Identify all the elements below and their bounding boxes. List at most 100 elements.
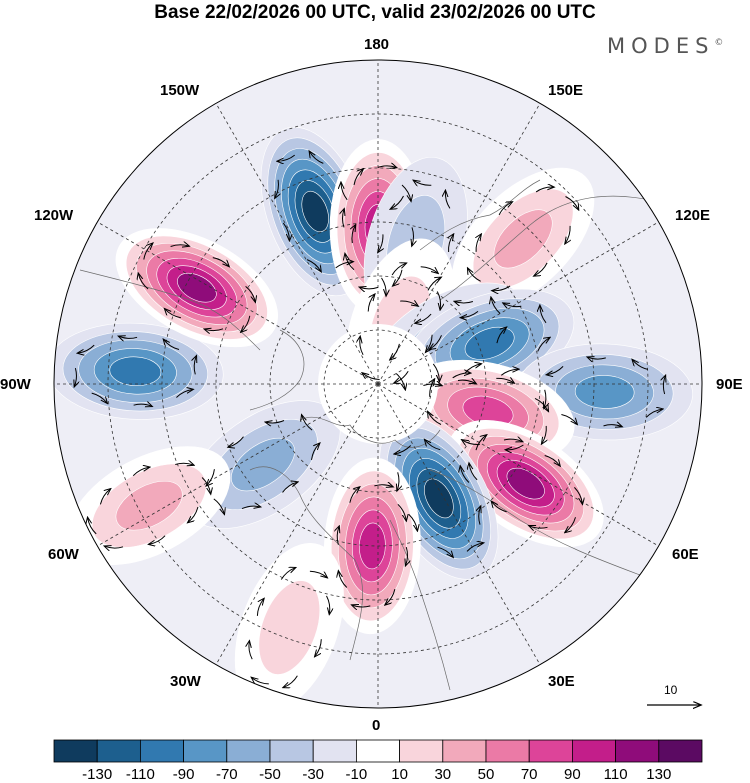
wind-arrow (194, 356, 196, 375)
wind-arrow (367, 295, 374, 312)
wind-arrow (391, 263, 406, 276)
wind-arrow (164, 340, 180, 350)
colorbar-tick-label: 110 (603, 766, 628, 783)
anomaly-contour (506, 467, 545, 500)
wind-arrow (133, 404, 152, 406)
colorbar-swatch (312, 739, 357, 763)
wind-arrow (547, 366, 564, 374)
wind-arrow (452, 373, 470, 379)
wind-arrow (252, 678, 269, 685)
wind-arrow (492, 502, 507, 513)
colorbar-tick-label: -50 (259, 766, 281, 783)
wind-arrow (565, 517, 576, 532)
colorbar-swatch (615, 739, 660, 763)
wind-arrow (466, 543, 483, 552)
wind-arrow (395, 373, 405, 390)
anomaly-field (54, 126, 693, 708)
wind-arrow (282, 222, 289, 240)
wind-arrow (377, 166, 396, 168)
wind-arrow (408, 514, 418, 530)
wind-arrow (493, 285, 511, 291)
wind-arrow (542, 425, 546, 444)
wind-arrow (175, 463, 193, 465)
wind-arrow (430, 335, 442, 349)
wind-arrow (201, 477, 211, 494)
anomaly-contour (115, 480, 183, 531)
west-pacific-high (451, 167, 595, 311)
colorbar-swatch (53, 739, 98, 763)
wind-arrow (468, 269, 481, 282)
wind-arrow (496, 378, 513, 382)
wind-arrow (302, 415, 313, 431)
wind-arrow (386, 588, 396, 604)
wind-arrow (315, 639, 322, 656)
wind-arrow (335, 262, 353, 269)
wind-arrow (561, 414, 576, 424)
wind-arrow (565, 196, 579, 210)
anomaly-contour (424, 478, 454, 519)
lon-label-90e: 90E (716, 376, 743, 393)
wind-arrow (170, 245, 189, 247)
atlantic-south-high (234, 542, 344, 708)
colorbar-swatch (269, 739, 314, 763)
wind-arrow (663, 376, 665, 395)
wind-arrow (99, 489, 110, 505)
wind-arrow (363, 373, 380, 380)
wind-arrow (436, 291, 440, 310)
colorbar-tick-label: -90 (172, 766, 195, 783)
wind-arrow (360, 287, 379, 289)
meridian-line (97, 221, 379, 385)
wind-arrow (245, 286, 256, 301)
map-boundary (53, 59, 703, 709)
wind-arrow (395, 370, 409, 383)
wind-arrow (339, 572, 348, 588)
lon-label-30w: 30W (170, 673, 201, 690)
wind-arrow (461, 311, 479, 317)
modes-logo: MODES© (607, 34, 724, 58)
colorbar-swatch (399, 739, 444, 763)
coastlines (79, 179, 651, 691)
wind-arrow (412, 227, 414, 245)
wind-arrow (475, 435, 486, 451)
colorbar-swatch (485, 739, 530, 763)
wind-arrow (241, 506, 260, 510)
wind-arrow (205, 329, 224, 331)
wind-arrow (337, 527, 339, 545)
wind-arrow (176, 390, 192, 398)
anomaly-contour (177, 272, 217, 303)
wind-arrow (588, 357, 606, 359)
wind-arrow (406, 546, 408, 565)
wind-arrow (353, 169, 363, 186)
wind-arrow (352, 605, 371, 607)
lon-label-0: 0 (372, 717, 381, 734)
wind-arrow (498, 202, 512, 216)
wind-arrow (212, 257, 229, 267)
colorbar-tick-label: 10 (391, 766, 408, 783)
anomaly-contour (464, 326, 515, 360)
wind-arrow (309, 570, 327, 577)
wind-arrow (530, 526, 548, 528)
wind-arrow (479, 507, 481, 525)
wind-arrow (132, 467, 149, 477)
wind-arrow (603, 425, 622, 427)
lon-label-30e: 30E (548, 673, 575, 690)
north-america-low (54, 322, 224, 420)
meridian-line (377, 221, 659, 385)
wind-arrow (437, 546, 453, 557)
wind-arrow (449, 235, 454, 253)
wind-arrow (374, 485, 392, 487)
wind-arrow (280, 568, 295, 580)
wind-arrow (428, 412, 442, 425)
colorbar-tick-label: -110 (125, 766, 155, 783)
wind-arrow (427, 278, 441, 291)
wind-arrow (229, 436, 244, 447)
anomaly-contour (231, 437, 295, 492)
anomaly-contour (301, 190, 329, 233)
wind-arrow (75, 367, 77, 386)
wind-vectors (75, 152, 666, 688)
wind-arrow (506, 444, 524, 450)
colorbar-tick-label: -130 (82, 766, 113, 783)
wind-arrow (400, 301, 417, 306)
wind-arrow (284, 675, 298, 688)
wind-arrow (397, 472, 399, 490)
